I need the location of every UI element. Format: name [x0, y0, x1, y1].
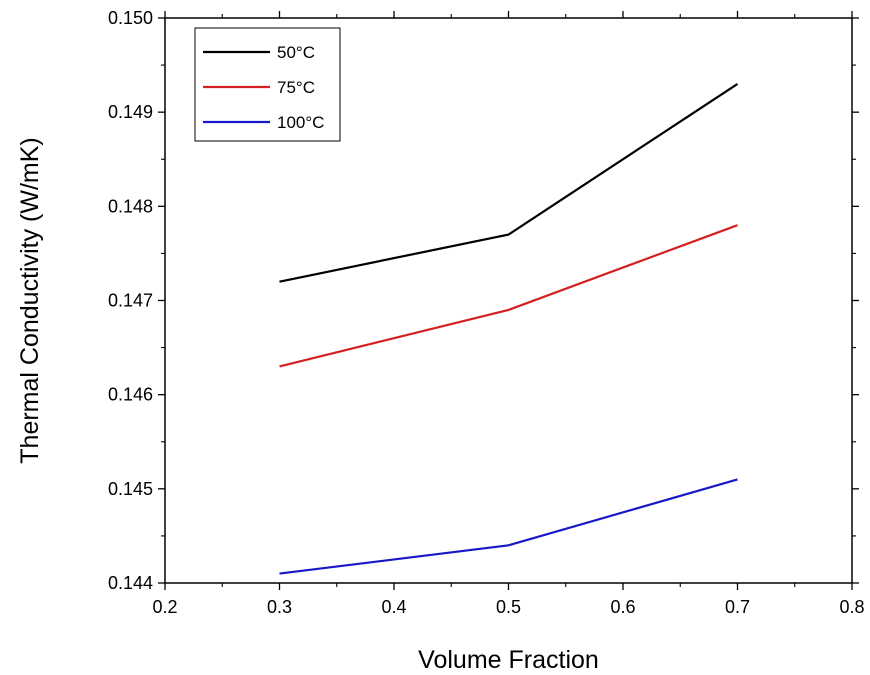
series-lines [279, 82, 739, 575]
x-tick-label: 0.5 [496, 597, 521, 617]
y-axis-title: Thermal Conductivity (W/mK) [16, 137, 44, 463]
legend: 50°C 75°C 100°C [194, 27, 341, 142]
legend-label-1: 75°C [277, 78, 315, 97]
series-line-2 [279, 478, 738, 575]
y-tick-label: 0.148 [108, 196, 153, 216]
ticks-layer: 0.2 0.3 0.4 0.5 0.6 0.7 0.8 0.144 0.145 0.146 0.14… [108, 8, 865, 617]
x-axis-title: Volume Fraction [418, 646, 599, 674]
legend-label-0: 50°C [277, 43, 315, 62]
x-tick-label: 0.4 [381, 597, 406, 617]
legend-label-2: 100°C [277, 113, 324, 132]
y-tick-label: 0.145 [108, 479, 153, 499]
x-tick-label: 0.7 [725, 597, 750, 617]
y-tick-label: 0.150 [108, 8, 153, 28]
x-tick-label: 0.8 [839, 597, 864, 617]
x-tick-label: 0.3 [267, 597, 292, 617]
series-line-1 [279, 224, 738, 368]
series-line-0 [279, 82, 739, 283]
x-tick-label: 0.6 [610, 597, 635, 617]
x-tick-label: 0.2 [152, 597, 177, 617]
y-tick-label: 0.146 [108, 385, 153, 405]
y-tick-label: 0.149 [108, 102, 153, 122]
y-tick-label: 0.144 [108, 573, 153, 593]
plot-frame [164, 17, 853, 584]
y-tick-label: 0.147 [108, 291, 153, 311]
